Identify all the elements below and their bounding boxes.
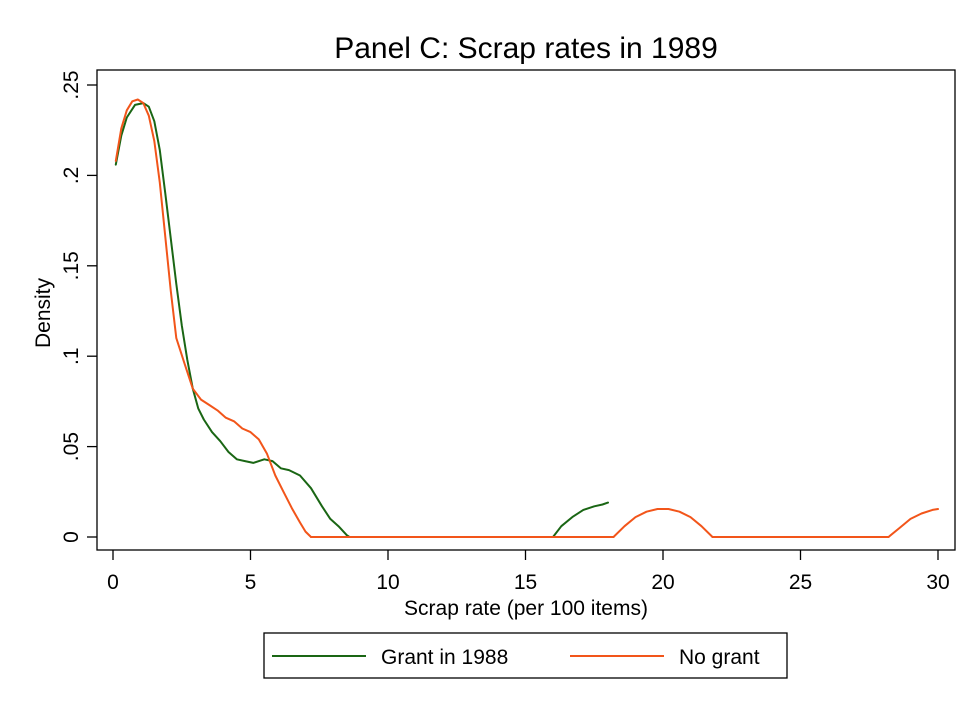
series-line-segment bbox=[114, 102, 351, 538]
y-tick-label: .2 bbox=[60, 167, 83, 185]
legend-label-no-grant: No grant bbox=[679, 646, 760, 669]
series-line-segment bbox=[887, 508, 939, 538]
y-tick-label: .25 bbox=[60, 70, 83, 99]
chart-title: Panel C: Scrap rates in 1989 bbox=[334, 32, 718, 65]
x-axis-label: Scrap rate (per 100 items) bbox=[404, 597, 648, 620]
x-tick-label: 0 bbox=[107, 571, 119, 594]
y-tick-label: .15 bbox=[60, 251, 83, 280]
plot-frame bbox=[96, 69, 956, 551]
x-tick-label: 20 bbox=[651, 571, 674, 594]
x-tick-label: 15 bbox=[514, 571, 537, 594]
x-tick-label: 30 bbox=[926, 571, 949, 594]
series-no-grant bbox=[114, 98, 939, 538]
y-axis-label: Density bbox=[32, 277, 55, 348]
y-tick-label: .05 bbox=[60, 432, 83, 461]
series-line-segment bbox=[612, 508, 714, 538]
series-line-segment bbox=[552, 501, 609, 538]
legend: Grant in 1988 No grant bbox=[263, 632, 788, 679]
y-tick-label: .1 bbox=[60, 347, 83, 365]
x-tick-label: 25 bbox=[789, 571, 812, 594]
y-axis: 0 .05 .1 .15 .2 .25 bbox=[60, 70, 97, 543]
legend-label-grant: Grant in 1988 bbox=[381, 646, 508, 669]
x-axis: 0 5 10 15 20 25 30 bbox=[107, 550, 950, 594]
x-tick-label: 5 bbox=[245, 571, 257, 594]
series-line-segment bbox=[114, 98, 312, 538]
y-tick-label: 0 bbox=[60, 531, 83, 543]
series-grant-in-1988 bbox=[114, 102, 609, 538]
series-layer bbox=[114, 98, 939, 538]
x-tick-label: 10 bbox=[376, 571, 399, 594]
